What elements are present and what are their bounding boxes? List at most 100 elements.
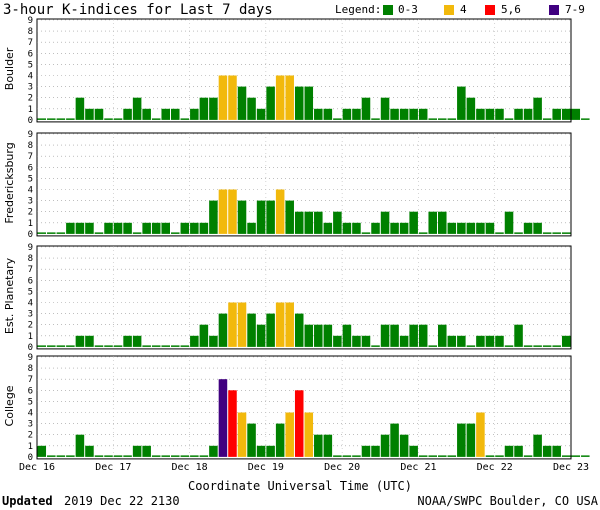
bar [85,335,94,347]
bar [256,445,266,457]
bar [485,455,495,457]
y-tick-label: 0 [28,453,33,463]
source-credit: NOAA/SWPC Boulder, CO USA [417,494,598,508]
panel-frame [36,245,572,350]
bar [190,222,199,234]
bar [209,335,218,347]
y-tick-label: 3 [28,197,33,207]
bar [581,455,590,457]
legend-swatch-4 [444,5,454,15]
bar [285,302,294,347]
bar [418,108,428,120]
y-tick-label: 4 [28,186,33,196]
bar [37,118,47,120]
bar [457,222,466,234]
bar [514,232,523,234]
bar [523,222,533,234]
y-tick-label: 3 [28,310,33,320]
bar [552,108,561,120]
y-tick-label: 8 [28,141,33,151]
bar [371,445,380,457]
bar [342,324,352,347]
bar [571,455,581,457]
bar [228,390,237,457]
bar [199,324,209,347]
y-tick-label: 4 [28,299,33,309]
bar [476,412,485,457]
y-tick-label: 5 [28,174,33,184]
y-tick-label: 6 [28,163,33,173]
bar [495,108,504,120]
y-tick-label: 1 [28,105,33,115]
bar [237,302,247,347]
bar [199,222,209,234]
bar [66,455,75,457]
legend-swatch-0-3 [383,5,393,15]
bar [390,108,399,120]
y-tick-label: 2 [28,321,33,331]
bar [161,455,170,457]
bar [142,222,151,234]
y-tick-label: 7 [28,38,33,48]
bar [218,189,228,234]
bar [237,412,247,457]
bar [285,412,294,457]
bar [409,108,418,120]
bar [256,108,266,120]
y-tick-label: 1 [28,332,33,342]
bar [190,335,199,347]
bar [85,222,94,234]
y-tick-label: 3 [28,420,33,430]
bar [94,345,104,347]
bar [447,118,457,120]
y-tick-label: 2 [28,431,33,441]
bar [380,97,390,120]
bar [571,108,581,120]
bar [361,335,371,347]
bar [104,118,113,120]
bar [485,108,495,120]
bar [342,108,352,120]
bar [132,232,142,234]
panel-frame [36,132,572,237]
bar [75,434,85,457]
bar [514,108,523,120]
bar [380,324,390,347]
bar [561,335,571,347]
bar [151,455,161,457]
bar [352,222,361,234]
y-tick-label: 0 [28,116,33,126]
bar [533,345,542,347]
bar [171,345,180,347]
bar [104,455,113,457]
bar [151,345,161,347]
bar [47,455,56,457]
bar [66,118,75,120]
y-tick-label: 1 [28,219,33,229]
y-tick-label: 0 [28,343,33,353]
bar [352,455,361,457]
bar [581,118,590,120]
legend-entry-5-6: 5,6 [501,3,521,16]
bar [285,75,294,120]
x-tick-label: Dec 18 [172,462,208,473]
bar [447,222,457,234]
y-tick-label: 2 [28,94,33,104]
bar [113,118,123,120]
bar [352,108,361,120]
bar [113,222,123,234]
bar [75,335,85,347]
bar [132,97,142,120]
bar [75,97,85,120]
bar [552,445,561,457]
legend-entry-0-3: 0-3 [398,3,418,16]
bar [399,335,409,347]
bar [161,222,170,234]
legend-swatch-7-9 [549,5,559,15]
bar [37,345,47,347]
bar [304,211,314,234]
bar [294,390,304,457]
y-tick-label: 6 [28,276,33,286]
y-tick-label: 5 [28,397,33,407]
panel-frame [36,18,572,123]
